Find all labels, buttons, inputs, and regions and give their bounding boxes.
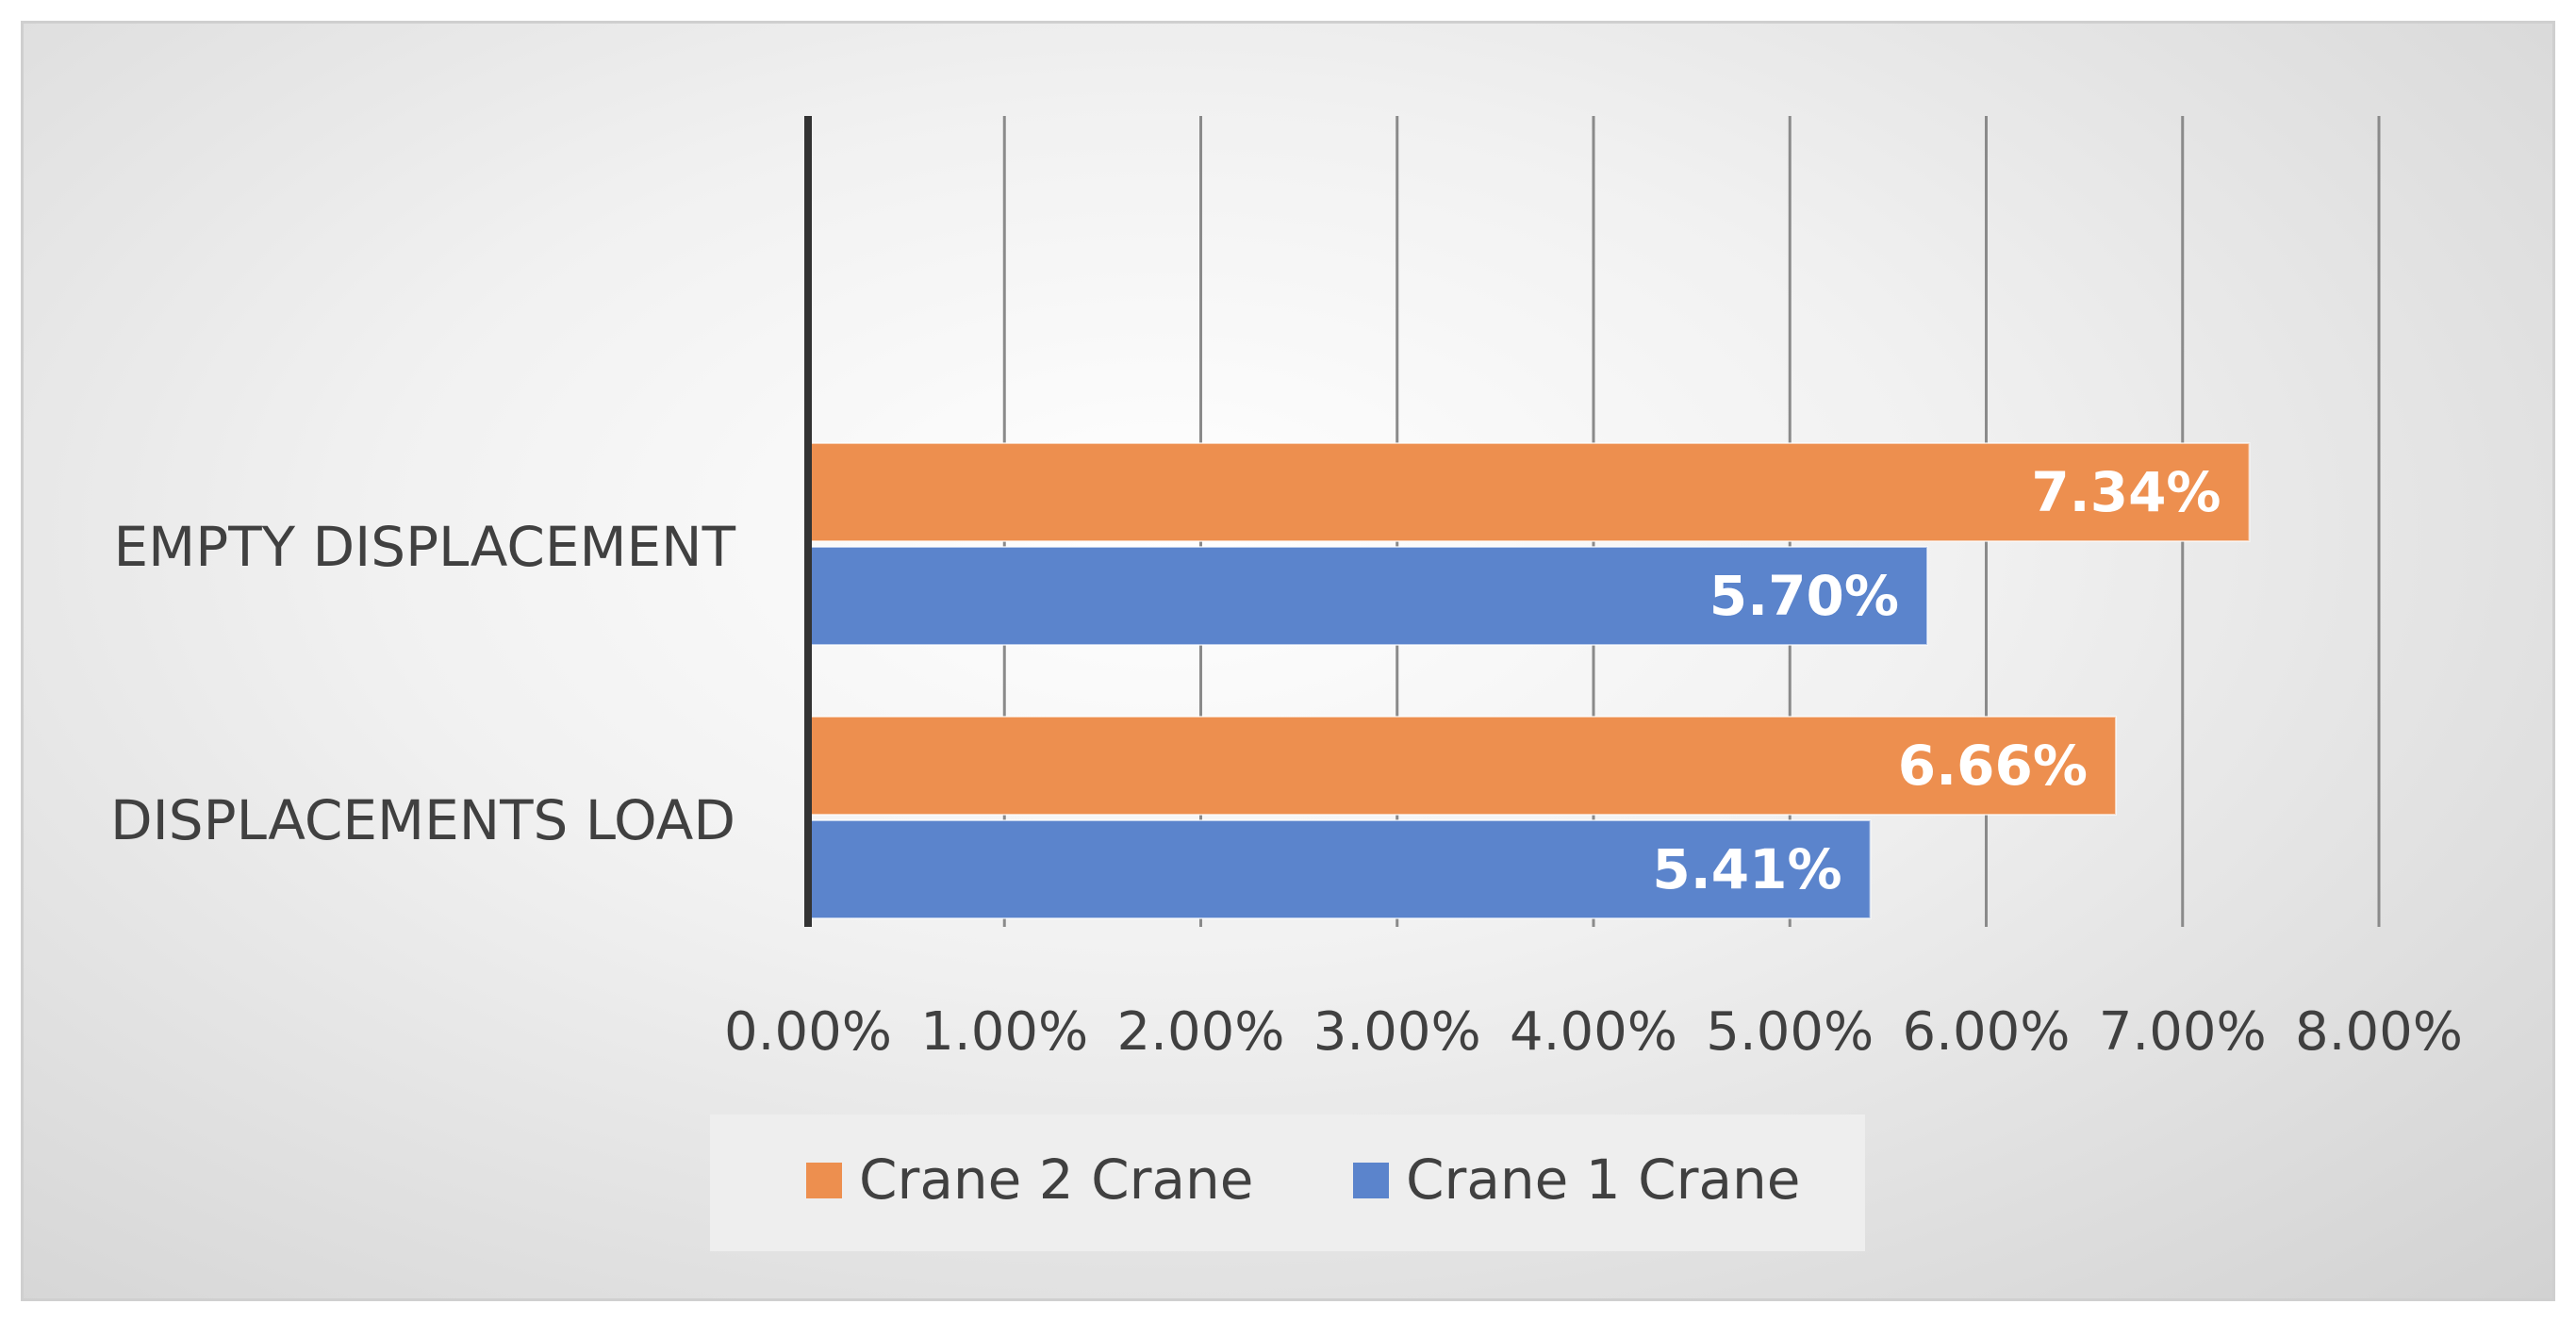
legend: Crane 2 Crane Crane 1 Crane (710, 1115, 1865, 1251)
legend-label: Crane 2 Crane (859, 1148, 1253, 1212)
data-label: 7.34% (2031, 460, 2221, 524)
x-tick-label: 8.00% (2295, 1001, 2463, 1063)
data-labels: 7.34% 5.70% 6.66% 5.41% (1652, 460, 2221, 901)
category-label: DISPLACEMENTS LOAD (110, 788, 735, 852)
legend-swatch (1353, 1163, 1389, 1198)
bars (807, 442, 2251, 919)
data-label: 6.66% (1898, 734, 2088, 798)
bar (807, 546, 1929, 646)
category-labels: EMPTY DISPLACEMENT DISPLACEMENTS LOAD (110, 515, 736, 852)
bar (807, 819, 1872, 919)
data-label: 5.70% (1709, 564, 1899, 628)
x-tick-label: 3.00% (1313, 1001, 1481, 1063)
x-tick-label: 4.00% (1510, 1001, 1677, 1063)
x-tick-labels: 0.00% 1.00% 2.00% 3.00% 4.00% 5.00% 6.00% 7.00%… (724, 1001, 2463, 1063)
x-tick-label: 2.00% (1117, 1001, 1285, 1063)
legend-swatch (806, 1163, 842, 1198)
chart-area: EMPTY DISPLACEMENT DISPLACEMENTS LOAD 0.0… (21, 21, 2555, 1301)
x-tick-label: 7.00% (2099, 1001, 2267, 1063)
x-tick-label: 5.00% (1706, 1001, 1874, 1063)
legend-box (710, 1115, 1865, 1251)
category-label: EMPTY DISPLACEMENT (114, 515, 736, 579)
legend-label: Crane 1 Crane (1406, 1148, 1800, 1212)
data-label: 5.41% (1652, 837, 1841, 901)
x-tick-label: 1.00% (920, 1001, 1088, 1063)
bar (807, 716, 2117, 816)
x-tick-label: 0.00% (724, 1001, 892, 1063)
bar-chart: EMPTY DISPLACEMENT DISPLACEMENTS LOAD 0.0… (110, 116, 2463, 1251)
x-tick-label: 6.00% (1903, 1001, 2071, 1063)
